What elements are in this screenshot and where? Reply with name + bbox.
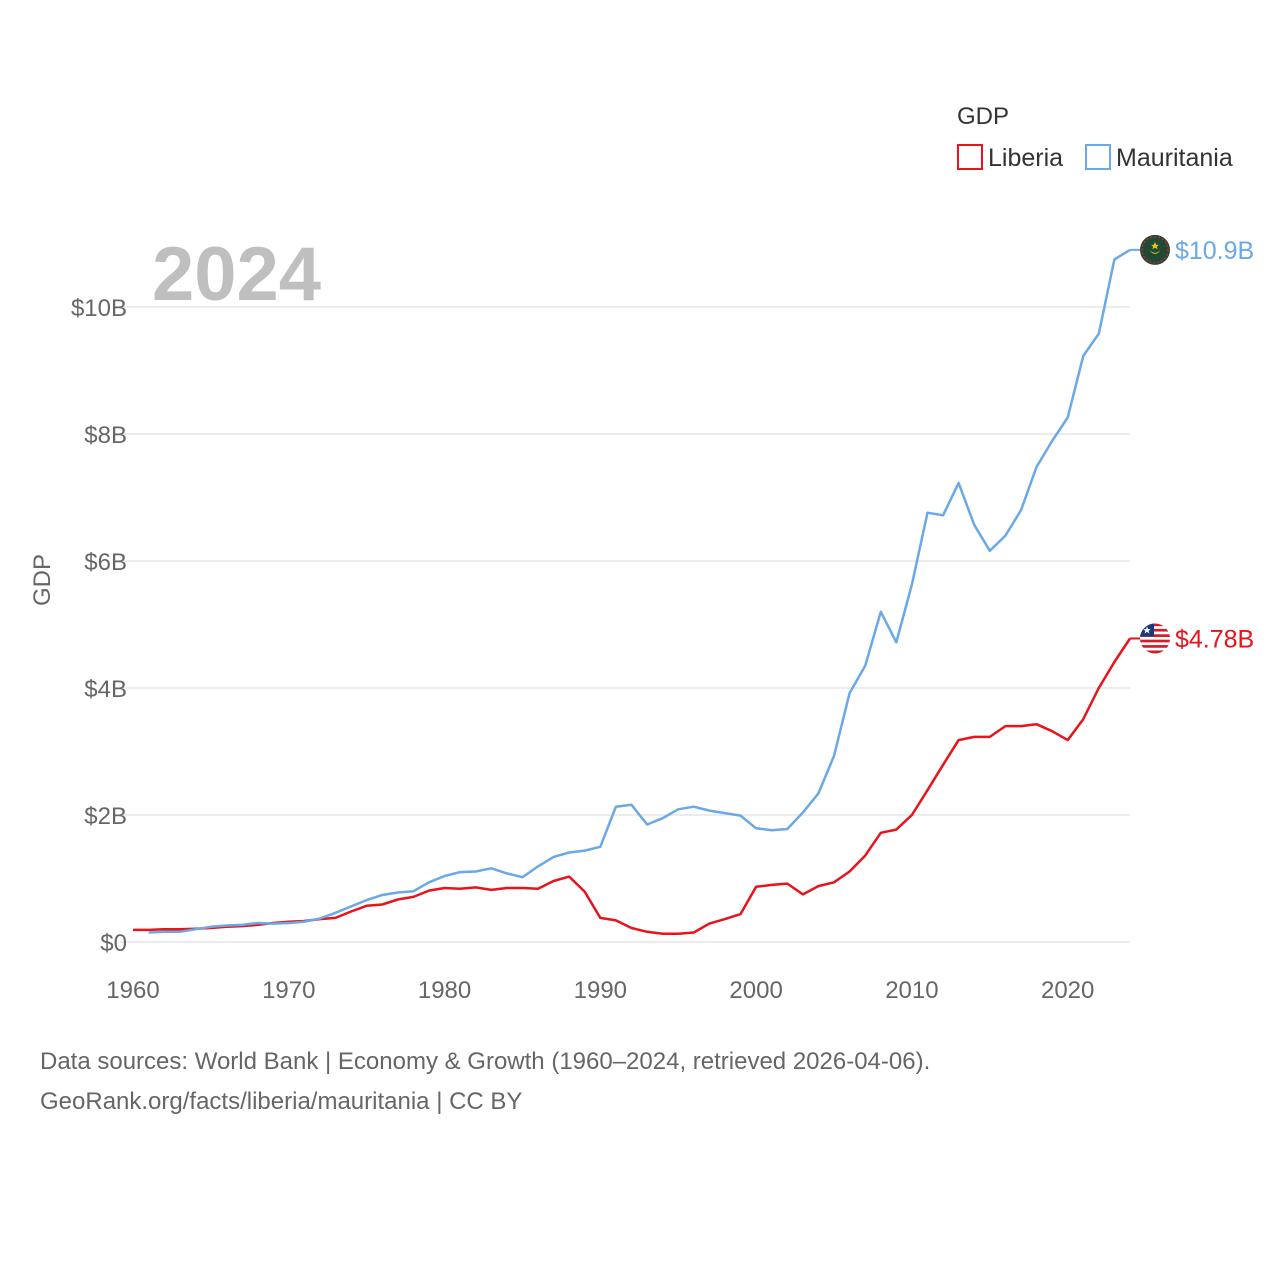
x-tick-label: 2020 [1041, 977, 1094, 1004]
x-tick-label: 1980 [418, 977, 471, 1004]
source-line: Data sources: World Bank | Economy & Gro… [40, 1048, 931, 1075]
x-tick-label: 1990 [574, 977, 627, 1004]
x-tick-label: 2000 [729, 977, 782, 1004]
liberia-end-marker: $4.78B [1140, 623, 1254, 654]
series-lines [133, 248, 1140, 935]
y-axis-ticks: $0 $2B $4B $6B $8B $10B [71, 295, 127, 957]
mauritania-flag-icon [1140, 234, 1170, 265]
gdp-line-chart: $0 $2B $4B $6B $8B $10B 1960 1970 1980 1990 2000 2… [29, 103, 1254, 1004]
liberia-flag-icon [1140, 623, 1170, 654]
legend-title: GDP [957, 103, 1009, 130]
y-tick-label: $6B [84, 549, 127, 576]
source-footer: Data sources: World Bank | Economy & Gro… [40, 1042, 930, 1122]
liberia-end-label: $4.78B [1175, 625, 1254, 653]
legend-label-liberia: Liberia [988, 144, 1063, 172]
grid-lines [120, 306, 1130, 943]
legend-item-mauritania[interactable]: Mauritania [1085, 144, 1233, 172]
mauritania-end-label: $10.9B [1175, 237, 1254, 265]
y-tick-label: $8B [84, 422, 127, 449]
x-tick-label: 2010 [885, 977, 938, 1004]
y-axis-title: GDP [29, 554, 56, 606]
series-line-liberia [133, 637, 1132, 935]
x-tick-label: 1970 [262, 977, 315, 1004]
series-line-mauritania [148, 248, 1131, 934]
y-tick-label: $4B [84, 676, 127, 703]
x-axis-ticks: 1960 1970 1980 1990 2000 2010 2020 [106, 977, 1094, 1004]
y-tick-label: $0 [100, 930, 127, 957]
legend-item-liberia[interactable]: Liberia [957, 144, 1063, 172]
year-label: 2024 [152, 232, 321, 317]
legend-swatch-liberia [957, 144, 983, 170]
y-tick-label: $10B [71, 295, 127, 322]
legend: GDP Liberia Mauritania [957, 103, 1233, 172]
mauritania-end-marker: $10.9B [1140, 234, 1254, 265]
legend-label-mauritania: Mauritania [1116, 144, 1233, 172]
y-tick-label: $2B [84, 803, 127, 830]
legend-swatch-mauritania [1085, 144, 1111, 170]
license-line[interactable]: GeoRank.org/facts/liberia/mauritania | C… [40, 1088, 523, 1115]
x-tick-label: 1960 [106, 977, 159, 1004]
